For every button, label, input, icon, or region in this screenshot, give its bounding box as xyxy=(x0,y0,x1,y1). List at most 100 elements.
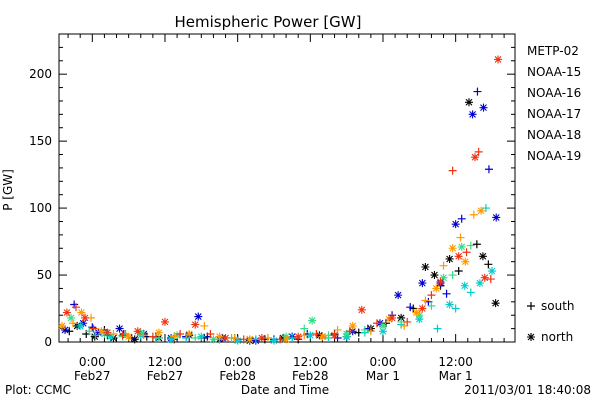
data-point-north xyxy=(436,277,445,286)
data-point-south xyxy=(454,267,463,276)
plot-credit: Plot: CCMC xyxy=(5,383,71,397)
data-point-north xyxy=(461,257,470,266)
data-point-south xyxy=(71,303,80,312)
data-point-south xyxy=(466,288,475,297)
x-tick-label-time: 0:00 xyxy=(224,355,251,369)
data-point-north xyxy=(90,332,99,341)
data-point-north xyxy=(279,333,288,342)
data-point-north xyxy=(294,332,303,341)
data-point-south xyxy=(448,166,457,175)
data-point-north xyxy=(306,331,315,340)
data-point-north xyxy=(480,273,489,282)
data-point-south xyxy=(118,331,127,340)
data-point-north xyxy=(460,281,469,290)
data-point-north xyxy=(269,336,278,345)
data-point-north xyxy=(385,315,394,324)
series-noaa-18 xyxy=(58,206,486,344)
data-point-north xyxy=(67,313,76,322)
data-point-south xyxy=(89,324,98,333)
data-point-south xyxy=(288,333,297,342)
data-point-north xyxy=(76,321,85,330)
data-point-south xyxy=(276,335,285,344)
data-point-south xyxy=(91,331,100,340)
data-point-south xyxy=(170,332,179,341)
data-point-north xyxy=(412,308,421,317)
legend-entry-noaa-19: NOAA-19 xyxy=(527,149,581,163)
y-axis-label: P [GW] xyxy=(1,169,15,211)
data-point-north xyxy=(491,299,500,308)
legend-entry-noaa-16: NOAA-16 xyxy=(527,86,581,100)
data-point-south xyxy=(433,324,442,333)
data-point-north xyxy=(97,327,106,336)
data-point-south xyxy=(486,275,495,284)
data-point-north xyxy=(103,328,112,337)
chart-title: Hemispheric Power [GW] xyxy=(175,13,362,31)
marker-legend-north: north xyxy=(541,330,573,344)
plot-axes xyxy=(58,33,516,343)
y-tick-label: 200 xyxy=(29,67,52,81)
data-point-south xyxy=(191,333,200,342)
x-tick-label-date: Feb27 xyxy=(147,369,184,383)
data-point-north xyxy=(133,327,142,336)
data-point-north xyxy=(330,331,339,340)
star-marker-icon xyxy=(527,333,535,341)
data-point-north xyxy=(342,329,351,338)
data-point-north xyxy=(109,333,118,342)
data-point-south xyxy=(484,165,493,174)
y-tick-label: 0 xyxy=(44,335,52,349)
x-tick-label-time: 12:00 xyxy=(293,355,328,369)
data-point-south xyxy=(473,87,482,96)
data-point-south xyxy=(466,241,475,250)
data-point-south xyxy=(300,331,309,340)
data-point-south xyxy=(109,329,118,338)
y-tick-label: 100 xyxy=(29,201,52,215)
data-point-south xyxy=(427,301,436,310)
y-tick-label: 50 xyxy=(37,268,52,282)
data-point-north xyxy=(388,313,397,322)
data-point-north xyxy=(221,333,230,342)
data-point-south xyxy=(439,261,448,270)
data-point-south xyxy=(372,319,381,328)
x-tick-label-date: Feb27 xyxy=(74,369,111,383)
data-point-south xyxy=(406,303,415,312)
data-point-north xyxy=(378,327,387,336)
data-point-north xyxy=(136,328,145,337)
data-point-north xyxy=(282,335,291,344)
data-point-south xyxy=(360,325,369,334)
data-point-south xyxy=(457,214,466,223)
x-tick-label-time: 12:00 xyxy=(148,355,183,369)
data-point-north xyxy=(415,315,424,324)
data-point-north xyxy=(318,332,327,341)
data-point-north xyxy=(115,324,124,333)
data-point-north xyxy=(191,320,200,329)
data-point-north xyxy=(451,220,460,229)
x-tick-label-date: Feb28 xyxy=(292,369,329,383)
data-point-north xyxy=(418,279,427,288)
data-point-north xyxy=(348,321,357,330)
data-point-south xyxy=(484,260,493,269)
data-point-north xyxy=(378,321,387,330)
data-point-south xyxy=(206,329,215,338)
data-point-north xyxy=(106,332,115,341)
data-point-north xyxy=(154,328,163,337)
series-noaa-16 xyxy=(76,204,496,345)
data-point-north xyxy=(124,332,133,341)
data-point-south xyxy=(456,233,465,242)
data-point-south xyxy=(469,210,478,219)
data-point-north xyxy=(245,335,254,344)
series-noaa-17 xyxy=(67,241,475,344)
data-point-north xyxy=(457,242,466,251)
data-point-north xyxy=(418,304,427,313)
data-point-south xyxy=(474,147,483,156)
data-point-north xyxy=(197,332,206,341)
data-point-north xyxy=(479,103,488,112)
y-tick-label: 150 xyxy=(29,134,52,148)
data-point-south xyxy=(85,327,94,336)
data-point-north xyxy=(478,252,487,261)
data-point-north xyxy=(471,153,480,162)
data-point-south xyxy=(88,323,97,332)
legend-entry-noaa-15: NOAA-15 xyxy=(527,65,581,79)
data-point-north xyxy=(160,317,169,326)
x-axis-label: Date and Time xyxy=(241,383,329,397)
